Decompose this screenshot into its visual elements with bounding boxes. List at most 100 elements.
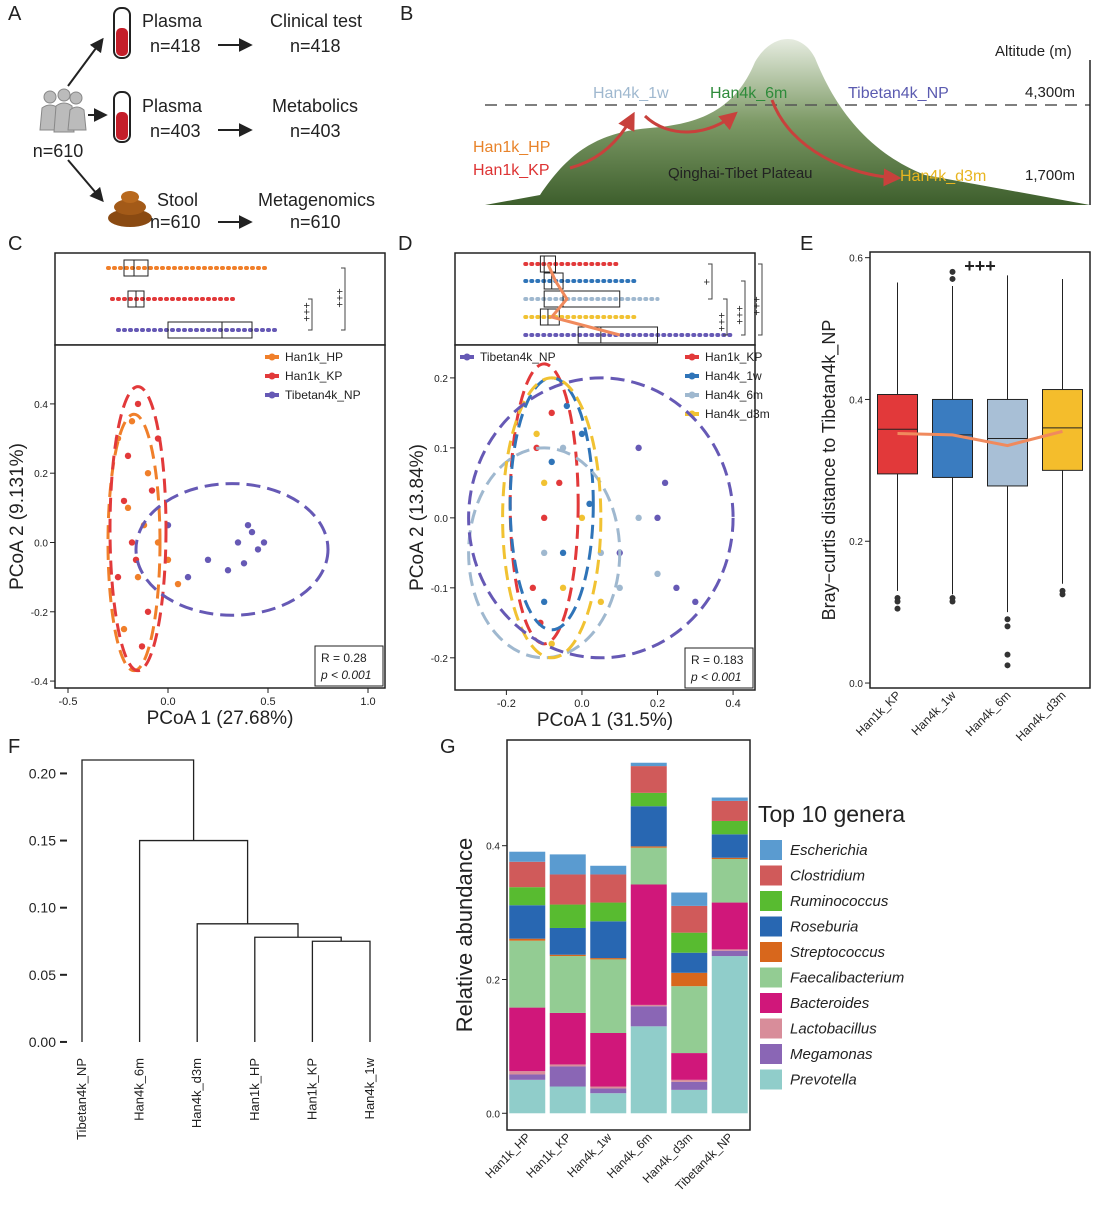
y-axis-label: Bray−curtis distance to Tibetan4k_NP [819,320,840,621]
panel-label: E [800,233,813,255]
mean-line [546,263,621,337]
point [244,521,252,529]
point [673,584,680,592]
legend-label: Han1k_HP [285,350,343,364]
legend-swatch [760,993,782,1013]
point [224,567,232,574]
leaf-label: Tibetan4k_NP [74,1058,89,1140]
y-tick-label: -0.4 [31,677,49,688]
stat-label: p < 0.001 [320,668,371,682]
box [577,326,659,344]
bar-segment [549,1064,586,1067]
box [1042,389,1083,471]
bar-segment [590,902,627,922]
panel-label: B [400,3,413,25]
bar-segment [509,940,546,1008]
y-tick-label: 0.20 [29,765,56,781]
legend-swatch [760,916,782,937]
outlier [1004,662,1011,669]
point [540,514,548,522]
confidence-ellipse [508,376,595,632]
point [559,549,567,557]
bar-segment [549,1066,586,1087]
migration-arrows [569,99,902,187]
dendrogram-link [138,839,249,1042]
bar-segment [671,932,708,953]
bar-segment [711,820,748,835]
bar-segment [509,887,546,906]
point [184,573,192,581]
leaf-label: Han1k_KP [304,1058,319,1120]
dendrogram-link [81,759,195,1042]
outlier [1059,591,1066,598]
bar-segment [711,859,748,903]
box [539,255,557,273]
y-tick-label: -0.2 [431,654,449,665]
legend-label: Han4k_d3m [705,407,770,421]
leaf-label: Han4k_1w [362,1057,377,1119]
legend-label: Clostridium [790,868,865,885]
assay-label: Metabolics [272,96,358,116]
point [124,504,132,512]
x-tick-label: Han4k_d3m [1013,688,1069,744]
x-axis-label: PCoA 1 (27.68%) [147,708,294,729]
bar-segment [711,797,748,801]
confidence-ellipse [501,376,603,660]
point [548,640,555,648]
significance-label: +++ [300,302,312,321]
bar-segment [630,1026,667,1114]
x-tick-label: 0.0 [574,698,589,710]
point [661,479,669,487]
dendrogram-link [196,923,299,1042]
y-tick-label: 0.10 [29,900,56,916]
legend-label: Bacteroides [790,995,870,1012]
bar-segment [590,1088,627,1094]
legend-label: Han1k_KP [285,369,342,383]
bar-segment [590,874,627,903]
y-tick-label: -0.2 [31,608,49,619]
legend-swatch [760,1044,782,1064]
box [543,272,564,290]
x-tick-label: Han1k_KP [853,688,903,738]
x-axis-label: PCoA 1 (31.5%) [537,710,673,731]
box [543,290,621,308]
dendrogram-link [254,936,342,1042]
bar-segment [549,954,586,957]
bar-segment [590,1086,627,1089]
bar-segment [671,1053,708,1080]
significance-bracket [308,298,313,331]
bar-segment [549,1086,586,1114]
legend-label: Megamonas [790,1046,873,1063]
altitude-label: 1,700m [1025,167,1075,184]
box [539,308,560,326]
panel-label: A [8,3,22,25]
assay-label: Clinical test [270,11,362,31]
x-tick-label: 1.0 [360,696,375,708]
box [167,321,253,339]
point [563,402,571,410]
bar-segment [671,1089,708,1114]
bar-segment [630,884,667,1005]
assay-label: Metagenomics [258,190,375,210]
point [635,514,642,522]
bar-segment [590,865,627,875]
y-tick-label: 0.0 [849,679,863,690]
assay-size: n=403 [290,121,341,141]
outlier [1004,623,1011,630]
y-tick-label: 0.4 [486,842,500,853]
bar-segment [630,766,667,793]
region-label: Qinghai-Tibet Plateau [668,165,813,182]
y-tick-label: -0.1 [431,584,449,595]
point [134,400,142,408]
legend-label: Escherichia [790,842,868,859]
assay-size: n=418 [290,36,341,56]
bar-segment [549,927,586,955]
outlier [949,598,956,605]
panel-b: Altitude (m) 4,300m 1,700m Qinghai-Tibet… [473,38,1091,205]
bar-segment [590,921,627,959]
bar-segment [509,851,546,862]
bar-segment [590,958,627,960]
mean-line [897,429,1063,448]
tube-icon [113,91,131,143]
